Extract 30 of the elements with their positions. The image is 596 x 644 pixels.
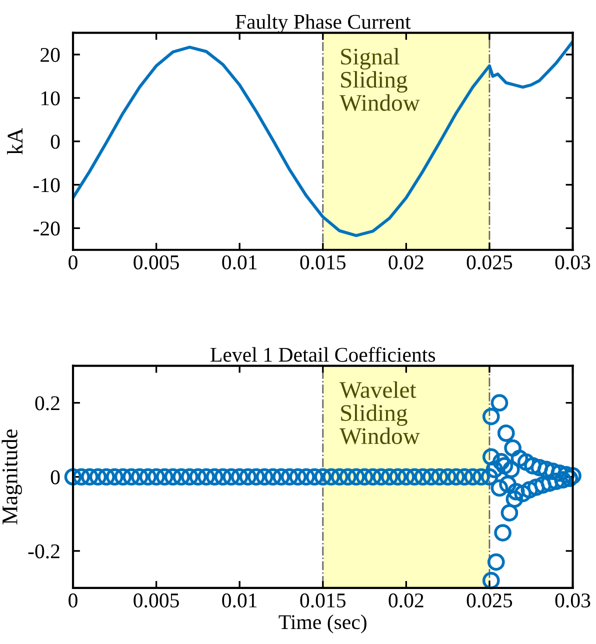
line-series xyxy=(73,40,573,238)
x-tick-label: 0.025 xyxy=(466,593,512,608)
x-tick-label: 0.03 xyxy=(555,255,590,270)
y-tick-label: 0.2 xyxy=(35,396,60,410)
chart-title: Level 1 Detail Coefficients xyxy=(210,346,436,362)
y-tick-label: 10 xyxy=(42,91,60,106)
y-axis-title: kA xyxy=(7,128,22,155)
y-tick-label: -10 xyxy=(34,178,60,192)
x-tick-label: 0.005 xyxy=(134,255,179,270)
y-tick-label: 0 xyxy=(50,134,60,149)
chart-title: Faulty Phase Current xyxy=(236,14,411,34)
x-tick-label: 0 xyxy=(68,255,78,270)
x-tick-label: 0.015 xyxy=(300,255,346,270)
y-tick-label: -0.2 xyxy=(28,544,60,558)
x-tick-label: 0 xyxy=(68,593,78,608)
band-label: Signal Sliding Window xyxy=(340,48,420,112)
y-axis-title: Magnitude xyxy=(2,430,22,524)
x-tick-label: 0.025 xyxy=(466,255,512,270)
y-tick-label: 0 xyxy=(50,470,60,484)
x-axis-title: Time (sec) xyxy=(278,614,366,634)
x-tick-label: 0.01 xyxy=(222,255,257,270)
x-tick-label: 0.01 xyxy=(222,593,257,608)
x-tick-label: 0.03 xyxy=(555,593,590,608)
y-tick-label: -20 xyxy=(34,222,60,236)
x-tick-label: 0.02 xyxy=(388,593,424,608)
x-tick-label: 0.02 xyxy=(388,255,424,270)
y-tick-label: 20 xyxy=(40,48,60,62)
x-tick-label: 0.015 xyxy=(300,593,346,608)
band-label: Wavelet Sliding Window xyxy=(340,381,420,444)
x-tick-label: 0.005 xyxy=(134,593,179,608)
